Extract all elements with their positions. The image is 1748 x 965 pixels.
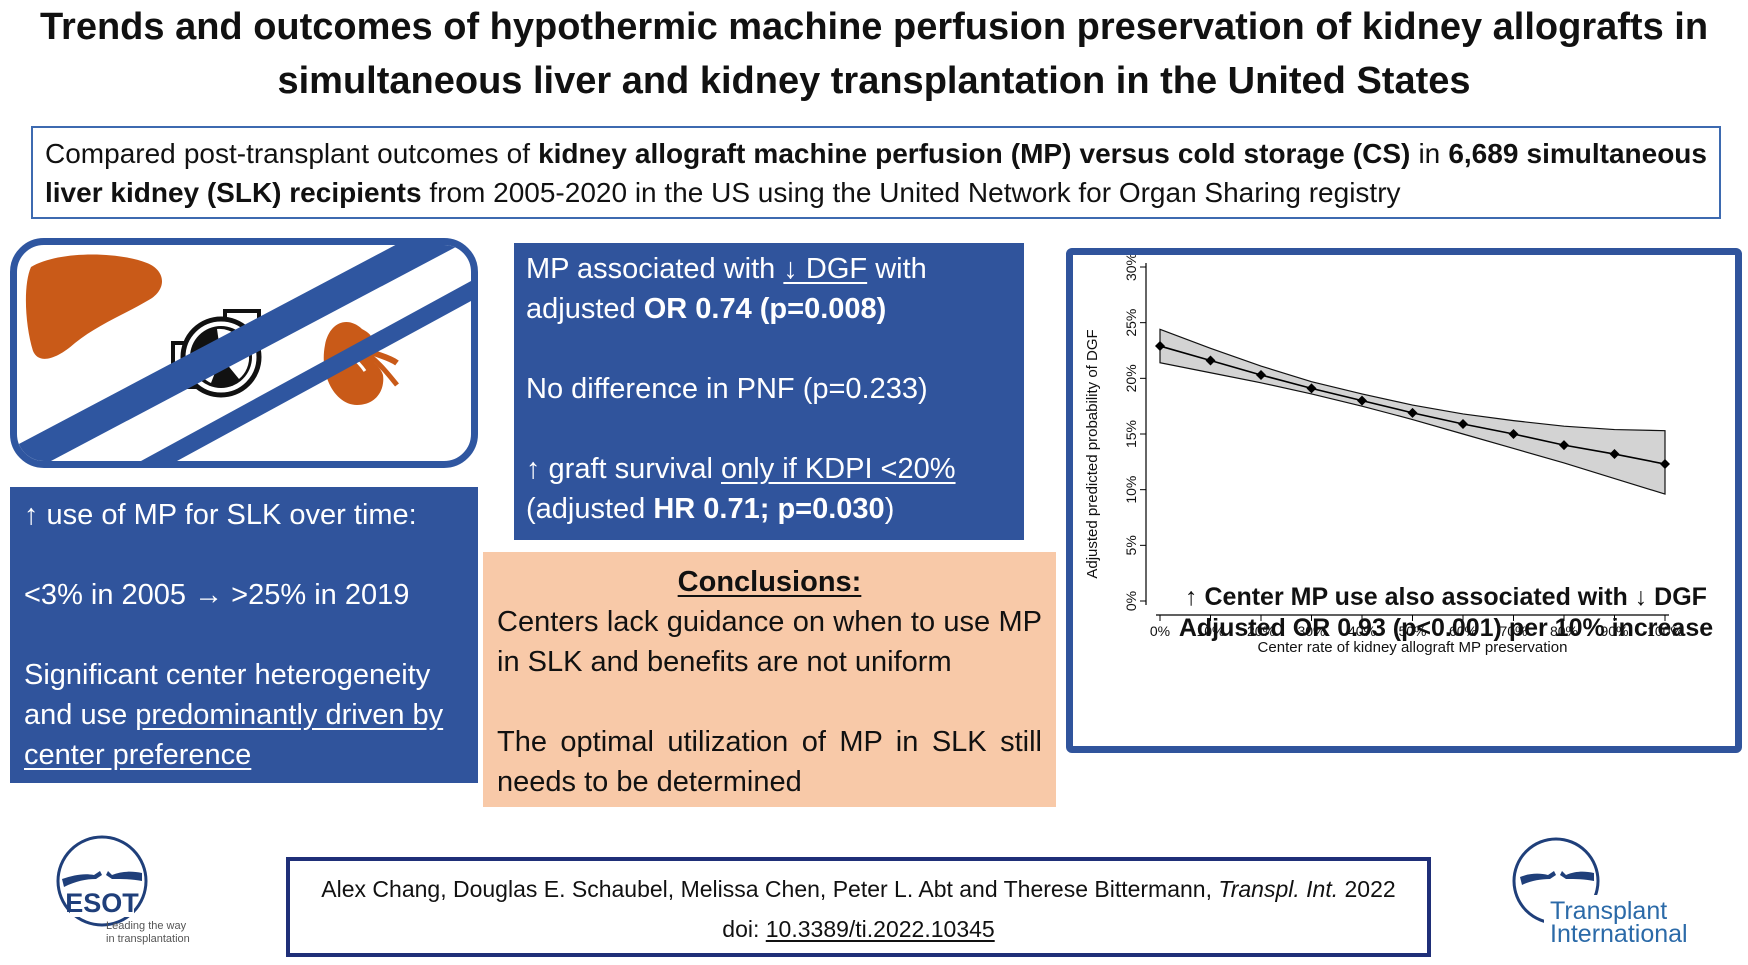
ti-line-1: Transplant <box>1550 897 1667 925</box>
pnf-result: No difference in PNF (p=0.233) <box>526 373 928 405</box>
y-tick-label: 25% <box>1123 309 1139 337</box>
arrow-right-icon: → <box>194 579 224 611</box>
graft-survival-result: ↑ graft survival only if KDPI <20% (adjus… <box>526 449 1012 529</box>
data-point <box>1609 449 1620 460</box>
x-tick-label: 30% <box>1297 623 1325 639</box>
dgf-probability-chart: 0% 5% 10% 15% 20% 25% 30% 0% 10% 20% 30% 40% 50% 60% 7… <box>1084 255 1683 656</box>
y-tick-label: 10% <box>1123 476 1139 504</box>
hand-icon <box>62 871 102 887</box>
hand-icon <box>1520 871 1556 885</box>
mp-trend-box: ↑ use of MP for SLK over time: <3% in 20… <box>10 487 478 783</box>
summary-bold-cohort: 6,689 simultaneous liver kidney (SLK) re… <box>45 138 1707 208</box>
citation-authors-line: Alex Chang, Douglas E. Schaubel, Melissa… <box>290 869 1427 909</box>
x-tick-label: 40% <box>1348 623 1376 639</box>
x-tick-label: 10% <box>1196 623 1224 639</box>
citation-journal: Transpl. Int. <box>1218 876 1339 902</box>
mp-trend-end: >25% in 2019 <box>223 579 410 611</box>
summary-text: from 2005-2020 in the US using the Unite… <box>421 177 1401 208</box>
summary-text: Compared post-transplant outcomes of <box>45 138 539 169</box>
y-tick-label: 5% <box>1123 535 1139 555</box>
hand-icon <box>106 871 142 881</box>
study-summary-box: Compared post-transplant outcomes of kid… <box>31 126 1721 219</box>
data-point <box>1256 369 1266 380</box>
dgf-odds-ratio: OR 0.74 (p=0.008) <box>643 293 887 325</box>
data-point <box>1306 383 1317 394</box>
prohibition-sign-icon <box>17 245 471 461</box>
graft-hazard-ratio: HR 0.71; p=0.030 <box>653 493 885 525</box>
data-point <box>1559 440 1569 451</box>
kdpi-underlined: only if KDPI <20% <box>721 453 956 485</box>
esot-logo: ESOT Leading the way in transplantation <box>56 835 190 945</box>
graft-text: (adjusted <box>526 493 654 525</box>
x-tick-label: 100% <box>1647 623 1683 639</box>
summary-bold-comparison: kidney allograft machine perfusion (MP) … <box>538 138 1411 169</box>
ti-line-2: International <box>1550 920 1688 945</box>
x-tick-label: 70% <box>1499 623 1527 639</box>
x-tick-label: 90% <box>1600 623 1628 639</box>
y-tick-label: 20% <box>1123 364 1139 392</box>
page-title: Trends and outcomes of hypothermic machi… <box>0 0 1748 108</box>
title-line-2: simultaneous liver and kidney transplant… <box>277 60 1471 102</box>
x-tick-label: 80% <box>1550 623 1578 639</box>
citation-doi-line: doi: 10.3389/ti.2022.10345 <box>290 909 1427 949</box>
esot-name: ESOT <box>65 888 139 918</box>
y-axis-title: Adjusted predicted probability of DGF <box>1084 329 1101 578</box>
outcomes-box: MP associated with ↓ DGF with adjusted O… <box>514 243 1024 540</box>
conclusions-heading: Conclusions: <box>677 566 862 598</box>
conclusions-box: Conclusions: Centers lack guidance on wh… <box>483 552 1056 807</box>
graft-text: ) <box>884 493 895 525</box>
y-tick-label: 30% <box>1123 255 1139 281</box>
dgf-underlined: ↓ DGF <box>783 253 868 285</box>
conclusion-2: The optimal utilization of MP in SLK sti… <box>497 726 1042 798</box>
dgf-result: MP associated with ↓ DGF with adjusted O… <box>526 249 1012 329</box>
center-mp-note-line-1: ↑ Center MP use also associated with ↓ D… <box>1185 583 1707 611</box>
x-tick-label: 20% <box>1247 623 1275 639</box>
center-mp-note-line-2: Adjusted OR 0.93 (p<0.001) per 10% incre… <box>1178 614 1714 642</box>
data-point <box>1205 355 1216 366</box>
dgf-text: MP associated with <box>526 253 784 285</box>
summary-text: in <box>1410 138 1449 169</box>
center-preference-underlined: predominantly driven by center preferenc… <box>24 699 444 771</box>
hand-icon <box>1560 871 1594 881</box>
liver-icon <box>25 254 163 359</box>
data-point <box>1357 395 1367 406</box>
y-tick-label: 15% <box>1123 420 1139 448</box>
title-line-1: Trends and outcomes of hypothermic machi… <box>39 6 1709 48</box>
data-point <box>1660 459 1670 470</box>
esot-tagline-2: in transplantation <box>106 933 190 945</box>
x-axis-title: Center rate of kidney allograft MP prese… <box>1258 639 1568 656</box>
organ-illustration-panel <box>10 238 478 468</box>
esot-ring <box>56 835 148 927</box>
y-tick-label: 0% <box>1123 591 1139 611</box>
mp-trend-start: <3% in 2005 <box>24 579 195 611</box>
heterogeneity-text: Significant center heterogeneity and use <box>24 659 431 731</box>
conclusion-1: Centers lack guidance on when to use MP … <box>497 606 1042 678</box>
esot-tagline-1: Leading the way <box>106 920 187 932</box>
doi-link[interactable]: 10.3389/ti.2022.10345 <box>765 916 995 942</box>
x-tick-label: 60% <box>1449 623 1477 639</box>
mp-trend-change: <3% in 2005 → >25% in 2019 <box>24 575 464 615</box>
organ-illustration <box>17 245 471 461</box>
data-point <box>1155 341 1165 352</box>
center-heterogeneity-text: Significant center heterogeneity and use… <box>24 655 464 775</box>
graft-text: ↑ graft survival <box>526 453 721 485</box>
chart-panel <box>1066 248 1742 753</box>
citation-authors: Alex Chang, Douglas E. Schaubel, Melissa… <box>321 876 1219 902</box>
data-point <box>1508 429 1519 439</box>
citation-box: Alex Chang, Douglas E. Schaubel, Melissa… <box>286 857 1431 957</box>
x-tick-label: 0% <box>1150 623 1170 639</box>
citation-year: 2022 <box>1338 876 1396 902</box>
center-mp-note: ↑ Center MP use also associated with ↓ D… <box>1166 582 1726 644</box>
mp-trend-heading: ↑ use of MP for SLK over time: <box>24 499 417 531</box>
dgf-text: with adjusted <box>526 253 927 325</box>
data-point <box>1458 418 1468 429</box>
x-tick-label: 50% <box>1398 623 1426 639</box>
data-point <box>1407 407 1418 418</box>
doi-prefix: doi: <box>722 916 766 942</box>
transplant-international-logo: Transplant International <box>1512 837 1738 945</box>
